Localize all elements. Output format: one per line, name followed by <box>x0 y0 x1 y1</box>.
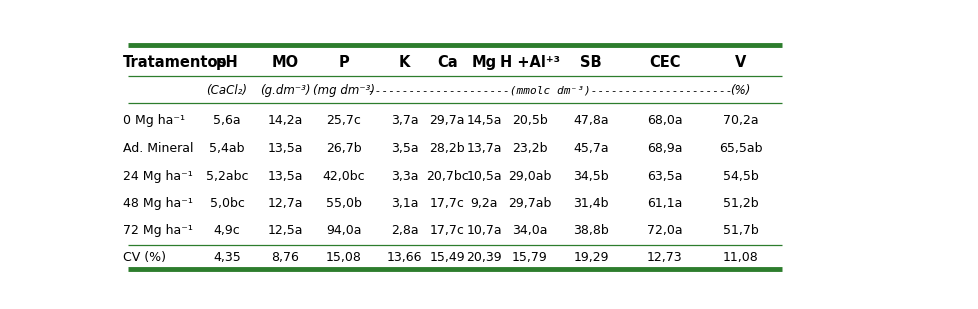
Text: 29,7a: 29,7a <box>429 114 465 127</box>
Text: (%): (%) <box>730 84 750 97</box>
Text: 48 Mg ha⁻¹: 48 Mg ha⁻¹ <box>123 197 193 210</box>
Text: 19,29: 19,29 <box>573 251 608 264</box>
Text: 20,5b: 20,5b <box>511 114 547 127</box>
Text: MO: MO <box>272 55 298 70</box>
Text: 8,76: 8,76 <box>271 251 299 264</box>
Text: 5,2abc: 5,2abc <box>205 170 248 183</box>
Text: 9,2a: 9,2a <box>470 197 498 210</box>
Text: 51,7b: 51,7b <box>722 225 758 238</box>
Text: 72 Mg ha⁻¹: 72 Mg ha⁻¹ <box>123 225 193 238</box>
Text: 17,7c: 17,7c <box>429 225 465 238</box>
Text: 5,4ab: 5,4ab <box>209 142 244 155</box>
Text: 26,7b: 26,7b <box>326 142 361 155</box>
Text: 34,0a: 34,0a <box>511 225 547 238</box>
Text: CEC: CEC <box>648 55 680 70</box>
Text: 55,0b: 55,0b <box>326 197 362 210</box>
Text: 3,3a: 3,3a <box>390 170 418 183</box>
Text: CV (%): CV (%) <box>123 251 166 264</box>
Text: 12,73: 12,73 <box>646 251 682 264</box>
Text: 5,6a: 5,6a <box>213 114 241 127</box>
Text: 11,08: 11,08 <box>722 251 758 264</box>
Text: 3,7a: 3,7a <box>390 114 418 127</box>
Text: 14,2a: 14,2a <box>268 114 303 127</box>
Text: P: P <box>338 55 349 70</box>
Text: (CaCl₂): (CaCl₂) <box>206 84 247 97</box>
Text: 15,08: 15,08 <box>326 251 362 264</box>
Text: 15,79: 15,79 <box>511 251 547 264</box>
Text: 13,5a: 13,5a <box>267 142 303 155</box>
Text: 12,7a: 12,7a <box>267 197 303 210</box>
Text: 12,5a: 12,5a <box>267 225 303 238</box>
Text: 70,2a: 70,2a <box>722 114 758 127</box>
Text: 42,0bc: 42,0bc <box>323 170 365 183</box>
Text: ---------------------(mmolc dm⁻³)---------------------: ---------------------(mmolc dm⁻³)-------… <box>368 86 732 95</box>
Text: 29,7ab: 29,7ab <box>508 197 551 210</box>
Text: 29,0ab: 29,0ab <box>508 170 551 183</box>
Text: 13,5a: 13,5a <box>267 170 303 183</box>
Text: 31,4b: 31,4b <box>573 197 608 210</box>
Text: 38,8b: 38,8b <box>573 225 608 238</box>
Text: 68,0a: 68,0a <box>646 114 682 127</box>
Text: 3,5a: 3,5a <box>390 142 418 155</box>
Text: Mg: Mg <box>471 55 497 70</box>
Text: 17,7c: 17,7c <box>429 197 465 210</box>
Text: 63,5a: 63,5a <box>646 170 682 183</box>
Text: 65,5ab: 65,5ab <box>718 142 762 155</box>
Text: 5,0bc: 5,0bc <box>209 197 244 210</box>
Text: 4,35: 4,35 <box>213 251 241 264</box>
Text: 10,7a: 10,7a <box>466 225 502 238</box>
Text: 51,2b: 51,2b <box>722 197 758 210</box>
Text: 25,7c: 25,7c <box>326 114 361 127</box>
Text: 10,5a: 10,5a <box>466 170 502 183</box>
Text: 94,0a: 94,0a <box>326 225 361 238</box>
Text: 2,8a: 2,8a <box>390 225 418 238</box>
Text: 14,5a: 14,5a <box>467 114 502 127</box>
Text: V: V <box>734 55 745 70</box>
Text: 54,5b: 54,5b <box>722 170 758 183</box>
Text: H +Al⁺³: H +Al⁺³ <box>500 55 559 70</box>
Text: 3,1a: 3,1a <box>390 197 418 210</box>
Text: 47,8a: 47,8a <box>573 114 608 127</box>
Text: 20,7bc: 20,7bc <box>425 170 468 183</box>
Text: 13,66: 13,66 <box>386 251 422 264</box>
Text: (mg dm⁻³): (mg dm⁻³) <box>313 84 375 97</box>
Text: Tratamentos: Tratamentos <box>123 55 227 70</box>
Text: 24 Mg ha⁻¹: 24 Mg ha⁻¹ <box>123 170 193 183</box>
Text: 45,7a: 45,7a <box>573 142 608 155</box>
Text: 72,0a: 72,0a <box>646 225 682 238</box>
Text: 61,1a: 61,1a <box>646 197 682 210</box>
Text: (g.dm⁻³): (g.dm⁻³) <box>260 84 310 97</box>
Text: SB: SB <box>580 55 601 70</box>
Text: 68,9a: 68,9a <box>646 142 682 155</box>
Text: Ad. Mineral: Ad. Mineral <box>123 142 194 155</box>
Text: 4,9c: 4,9c <box>213 225 241 238</box>
Text: 20,39: 20,39 <box>466 251 502 264</box>
Text: 0 Mg ha⁻¹: 0 Mg ha⁻¹ <box>123 114 185 127</box>
Text: Ca: Ca <box>436 55 457 70</box>
Text: K: K <box>398 55 410 70</box>
Text: 34,5b: 34,5b <box>573 170 608 183</box>
Text: 13,7a: 13,7a <box>467 142 502 155</box>
Text: 28,2b: 28,2b <box>429 142 465 155</box>
Text: pH: pH <box>215 55 239 70</box>
Text: 15,49: 15,49 <box>429 251 465 264</box>
Text: 23,2b: 23,2b <box>511 142 547 155</box>
